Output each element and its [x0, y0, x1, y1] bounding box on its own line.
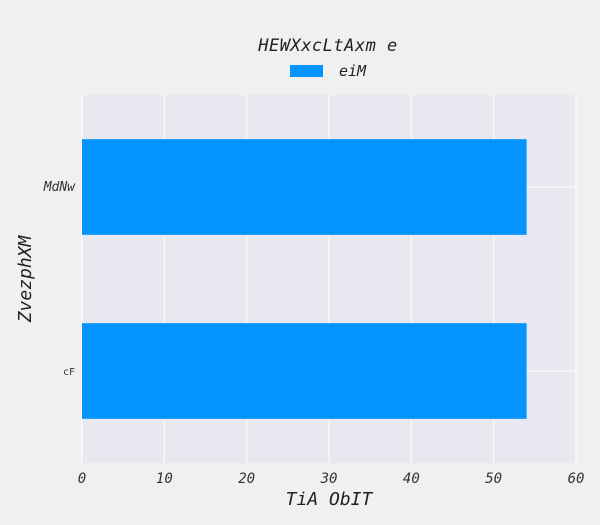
- y-axis-title: ZvezphXM: [15, 234, 36, 323]
- x-tick-label: 30: [320, 471, 338, 487]
- legend-label: eiM: [339, 62, 367, 80]
- legend-entry: eiM: [290, 62, 366, 80]
- x-tick-labels: 0 10 20 30 40 50 60: [78, 471, 585, 487]
- y-tick-label: cF: [63, 367, 75, 378]
- y-tick-label: MdNw: [43, 180, 76, 195]
- legend-title: HEWXxcLtAxm e: [258, 36, 398, 56]
- x-tick-label: 60: [568, 471, 585, 487]
- bars: [82, 139, 527, 419]
- x-tick-label: 10: [156, 471, 173, 487]
- x-axis-title: TiA ObIT: [286, 489, 374, 510]
- legend-swatch: [290, 65, 323, 77]
- x-tick-label: 40: [403, 471, 420, 487]
- y-tick-labels: MdNw cF: [43, 180, 76, 378]
- bar: [82, 139, 527, 235]
- bar: [82, 323, 527, 419]
- x-tick-label: 20: [238, 471, 255, 487]
- x-tick-label: 50: [485, 471, 502, 487]
- x-tick-label: 0: [78, 471, 86, 487]
